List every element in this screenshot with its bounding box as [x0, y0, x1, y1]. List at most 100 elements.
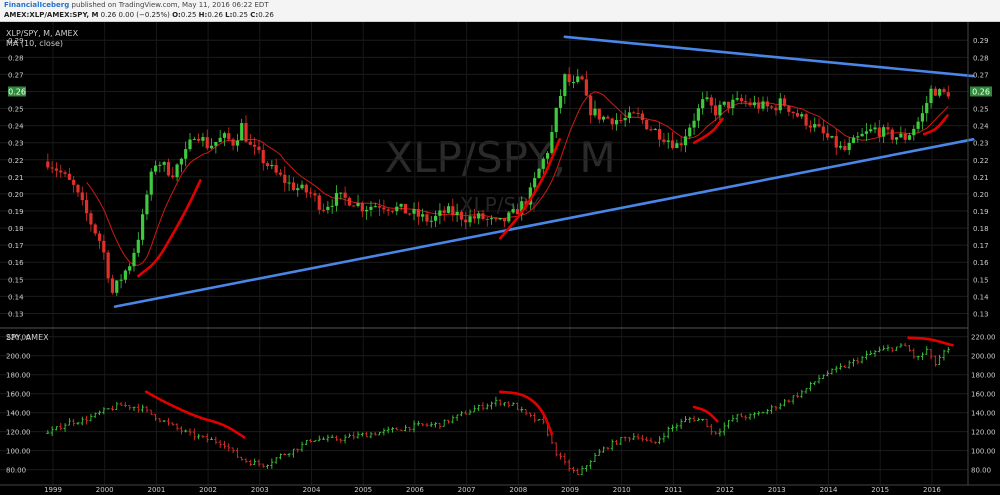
spy-annotation-stroke — [907, 336, 954, 347]
candle-body — [920, 113, 925, 122]
candle-body — [851, 137, 856, 143]
candle-body — [166, 162, 171, 176]
main-grid — [0, 22, 968, 485]
y-tick-label-right: 0.15 — [973, 276, 989, 284]
candle-body — [412, 209, 416, 214]
candle-body — [67, 173, 71, 180]
candle-body — [584, 79, 588, 96]
candle-body — [507, 212, 511, 222]
candle-body — [481, 213, 485, 220]
candle-body — [882, 127, 886, 137]
candle-body — [782, 98, 787, 106]
candle-body — [425, 214, 429, 222]
y-tick-label-right: 0.23 — [973, 140, 989, 148]
close-label: C: — [250, 11, 259, 19]
y-tick-label-right: 0.29 — [973, 37, 989, 45]
y-tick-label-right: 0.17 — [973, 242, 989, 250]
candle-body — [123, 270, 127, 280]
candle-body — [933, 88, 937, 96]
candle-body — [287, 182, 291, 184]
candle-body — [184, 149, 188, 159]
candle-body — [770, 106, 774, 108]
spy-y-tick-label-left: 120.00 — [6, 429, 31, 437]
candle-body — [313, 193, 317, 196]
candle-body — [330, 205, 334, 207]
candle-body — [726, 101, 731, 109]
candle-body — [352, 205, 356, 207]
open-value: 0.25 — [180, 11, 197, 19]
candle-body — [606, 116, 610, 119]
candle-body — [485, 219, 489, 221]
candle-body — [683, 136, 688, 146]
candle-body — [270, 165, 274, 167]
y-tick-label-left: 0.24 — [8, 123, 24, 131]
candle-body — [614, 120, 619, 125]
author-link[interactable]: FinancialIceberg — [4, 1, 70, 9]
high-value: 0.26 — [207, 11, 223, 19]
chart-area[interactable]: XLP/SPY, M XLP/SPY 0.13 0.130.14 0.140.15 0… — [0, 22, 1000, 495]
spy-y-tick-label-left: 160.00 — [6, 391, 31, 399]
candle-body — [649, 129, 653, 131]
candle-body — [705, 97, 709, 100]
last-price-tag-box — [970, 86, 992, 97]
x-tick-label: 2001 — [147, 486, 165, 494]
candle-body — [106, 252, 110, 279]
lower-grid — [0, 336, 968, 471]
spy-y-tick-label-left: 200.00 — [6, 353, 31, 361]
y-tick-label-right: 0.27 — [973, 71, 989, 79]
x-tick-label: 2003 — [251, 486, 269, 494]
candle-body — [696, 108, 700, 121]
candle-body — [558, 96, 563, 108]
candle-body — [860, 133, 864, 137]
candle-body — [520, 201, 524, 215]
candle-body — [429, 220, 433, 222]
spy-y-tick-label-left: 220.00 — [6, 334, 31, 342]
candle-body — [847, 142, 851, 151]
last-price-tag-left-box — [8, 86, 26, 97]
candle-body — [89, 213, 93, 225]
candle-body — [757, 102, 761, 109]
candle-body — [688, 127, 692, 137]
spy-annotation-stroke — [144, 390, 246, 439]
candle-body — [283, 174, 287, 183]
candle-body — [774, 107, 778, 111]
candle-body — [265, 163, 270, 167]
candle-body — [765, 101, 769, 107]
candle-body — [869, 129, 873, 132]
candle-body — [675, 143, 679, 148]
spy-y-tick-label-right: 160.00 — [971, 391, 996, 399]
spy-y-tick-label-left: 180.00 — [6, 372, 31, 380]
x-tick-label: 2014 — [820, 486, 838, 494]
candle-body — [102, 240, 106, 253]
candle-body — [813, 124, 817, 128]
open-label: O: — [172, 11, 181, 19]
candle-body — [85, 200, 89, 214]
candle-body — [670, 140, 675, 148]
candle-body — [662, 139, 666, 142]
spy-y-tick-label-left: 100.00 — [6, 448, 31, 456]
candle-body — [145, 194, 149, 215]
candle-body — [550, 132, 554, 154]
close-value: 0.26 — [258, 11, 274, 19]
candle-body — [645, 119, 649, 130]
candle-body — [218, 137, 222, 142]
candle-body — [158, 164, 162, 166]
y-tick-label-right: 0.13 — [973, 310, 989, 318]
y-tick-label-right: 0.18 — [973, 225, 989, 233]
candle-body — [115, 280, 119, 293]
candlestick-series — [46, 67, 950, 296]
candle-body — [132, 252, 136, 267]
candle-body — [567, 74, 571, 83]
y-tick-label-left: 0.28 — [8, 54, 24, 62]
x-tick-label: 2006 — [406, 486, 424, 494]
symbol-line: AMEX:XLP/AMEX:SPY, M 0.26 0.00 (−0.25%) … — [4, 11, 274, 19]
candle-body — [830, 136, 834, 138]
candle-body — [925, 103, 929, 114]
x-tick-label: 2010 — [613, 486, 631, 494]
y-tick-label-left: 0.15 — [8, 276, 24, 284]
spy-y-tick-label-right: 200.00 — [971, 353, 996, 361]
candle-body — [261, 150, 265, 164]
candle-body — [356, 202, 360, 207]
candle-body — [248, 141, 252, 145]
candle-body — [489, 218, 494, 220]
